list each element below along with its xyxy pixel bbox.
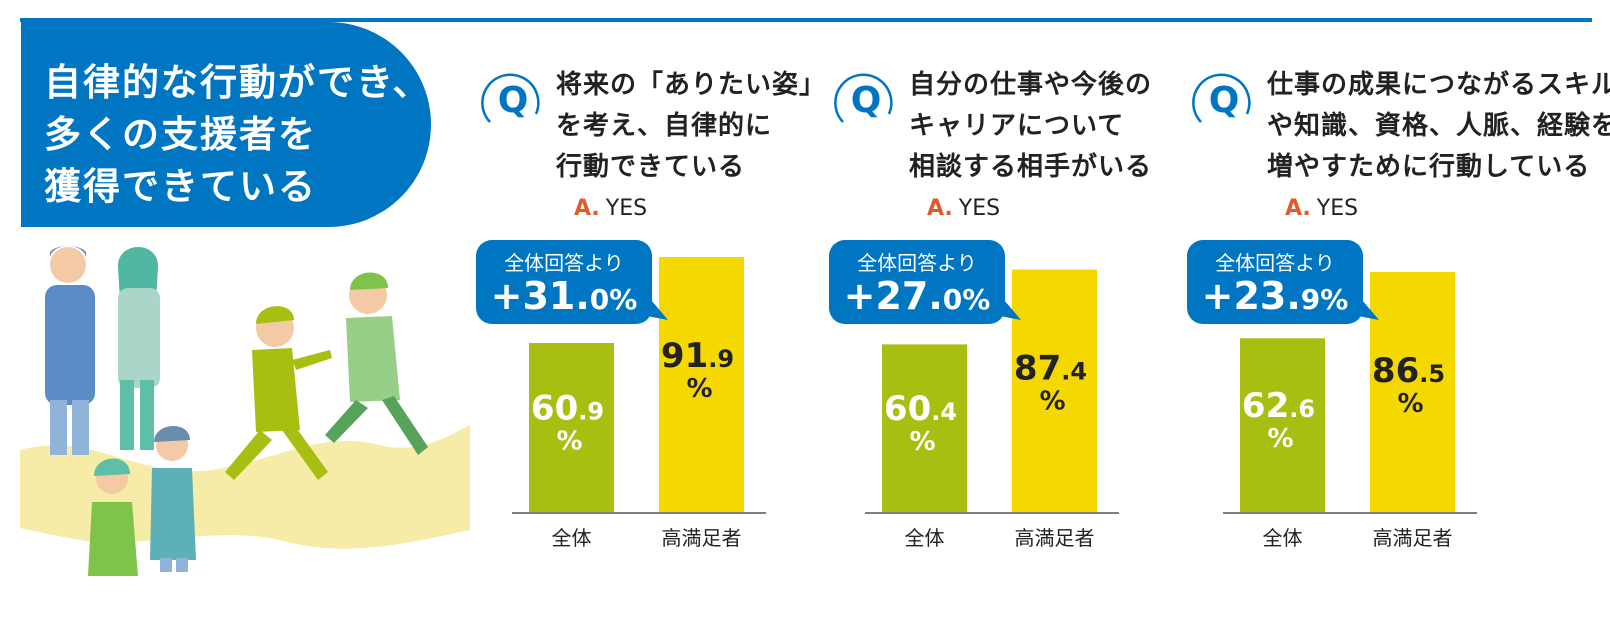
bar-chart: 60.4%87.4%: [865, 269, 1119, 514]
question-text-line: 将来の「ありたい姿」: [556, 70, 827, 100]
question-text-line: 相談する相手がいる: [909, 152, 1153, 182]
bubble-difference-value: +27.0%: [829, 274, 1005, 318]
bar-overall: [1240, 338, 1325, 512]
top-rule: [20, 18, 1592, 22]
question-text-line: 仕事の成果につながるスキル: [1267, 70, 1610, 100]
answer-label: A. YES: [1285, 196, 1358, 221]
question-q-icon: Q: [834, 73, 893, 123]
bubble-caption: 全体回答より: [1215, 251, 1335, 275]
title-line-3: 獲得できている: [44, 165, 317, 208]
x-axis-label: 高満足者: [1372, 526, 1453, 550]
title-line-1: 自律的な行動ができ、: [44, 61, 432, 104]
difference-bubble: [829, 240, 1021, 324]
answer-prefix: A.: [574, 196, 600, 221]
x-axis-label: 高満足者: [661, 526, 742, 550]
svg-text:Q: Q: [1209, 80, 1240, 121]
x-axis-label: 全体: [1262, 526, 1303, 550]
bar-value-unit: %: [686, 374, 712, 404]
answer-value: YES: [958, 196, 1001, 221]
question-text-line: 自分の仕事や今後の: [909, 70, 1153, 100]
bar-value-unit: %: [1267, 424, 1293, 454]
bar-chart: 60.9%91.9%: [512, 257, 766, 514]
question-text-line: を考え、自律的に: [556, 111, 773, 141]
difference-decimal: 9%: [1300, 283, 1349, 316]
bar-chart: 62.6%86.5%: [1223, 271, 1477, 514]
bar-value-label: 87.4: [1014, 348, 1087, 388]
people-running-illustration: [20, 246, 470, 576]
question-text-line: 増やすために行動している: [1267, 152, 1591, 182]
answer-prefix: A.: [927, 196, 953, 221]
difference-bubble: [1187, 240, 1379, 324]
bar-overall: [882, 344, 967, 512]
answer-label: A. YES: [574, 196, 647, 221]
difference-main: +27.: [843, 274, 943, 318]
difference-main: +31.: [490, 274, 590, 318]
bubble-caption: 全体回答より: [504, 251, 624, 275]
bar-value-unit: %: [1039, 386, 1065, 416]
question-text-line: 行動できている: [556, 152, 746, 182]
bar-value-label: 91.9: [661, 336, 734, 376]
bubble-difference-value: +23.9%: [1187, 274, 1363, 318]
difference-main: +23.: [1201, 274, 1301, 318]
difference-bubble: [476, 240, 668, 324]
chart-panel-1: Q 将来の「ありたい姿」 を考え、自律的に 行動できている A. YES 60.9% 91.9…: [476, 0, 846, 622]
bar-value-label: 62.6: [1242, 386, 1315, 426]
difference-decimal: 0%: [589, 283, 638, 316]
svg-text:Q: Q: [498, 80, 529, 121]
svg-text:Q: Q: [851, 80, 882, 121]
question-text-line: や知識、資格、人脈、経験を: [1267, 111, 1610, 141]
bar-value-label: 86.5: [1372, 351, 1445, 391]
bubble-difference-value: +31.0%: [476, 274, 652, 318]
chart-panel-3: Q 仕事の成果につながるスキル や知識、資格、人脈、経験を 増やすために行動している A…: [1187, 0, 1610, 622]
bar-overall: [529, 343, 614, 512]
bar-value-label: 60.9: [531, 389, 604, 429]
x-axis-label: 全体: [904, 526, 945, 550]
answer-prefix: A.: [1285, 196, 1311, 221]
question-q-icon: Q: [481, 73, 540, 123]
bar-value-unit: %: [1397, 389, 1423, 419]
bar-value-label: 60.4: [884, 389, 957, 429]
bar-value-unit: %: [556, 427, 582, 457]
title-line-2: 多くの支援者を: [44, 113, 317, 156]
question-q-icon: Q: [1192, 73, 1251, 123]
answer-value: YES: [1316, 196, 1359, 221]
answer-label: A. YES: [927, 196, 1000, 221]
bar-high-satisfaction: [1370, 271, 1455, 512]
bar-value-unit: %: [909, 427, 935, 457]
chart-panel-2: Q 自分の仕事や今後の キャリアについて 相談する相手がいる A. YES 60.4% 87.…: [829, 0, 1199, 622]
x-axis-label: 高満足者: [1014, 526, 1095, 550]
bar-high-satisfaction: [1012, 269, 1097, 512]
bar-high-satisfaction: [659, 257, 744, 512]
answer-value: YES: [605, 196, 648, 221]
difference-decimal: 0%: [942, 283, 991, 316]
question-text-line: キャリアについて: [909, 111, 1125, 141]
bubble-caption: 全体回答より: [857, 251, 977, 275]
x-axis-label: 全体: [551, 526, 592, 550]
title-banner: [21, 22, 431, 227]
